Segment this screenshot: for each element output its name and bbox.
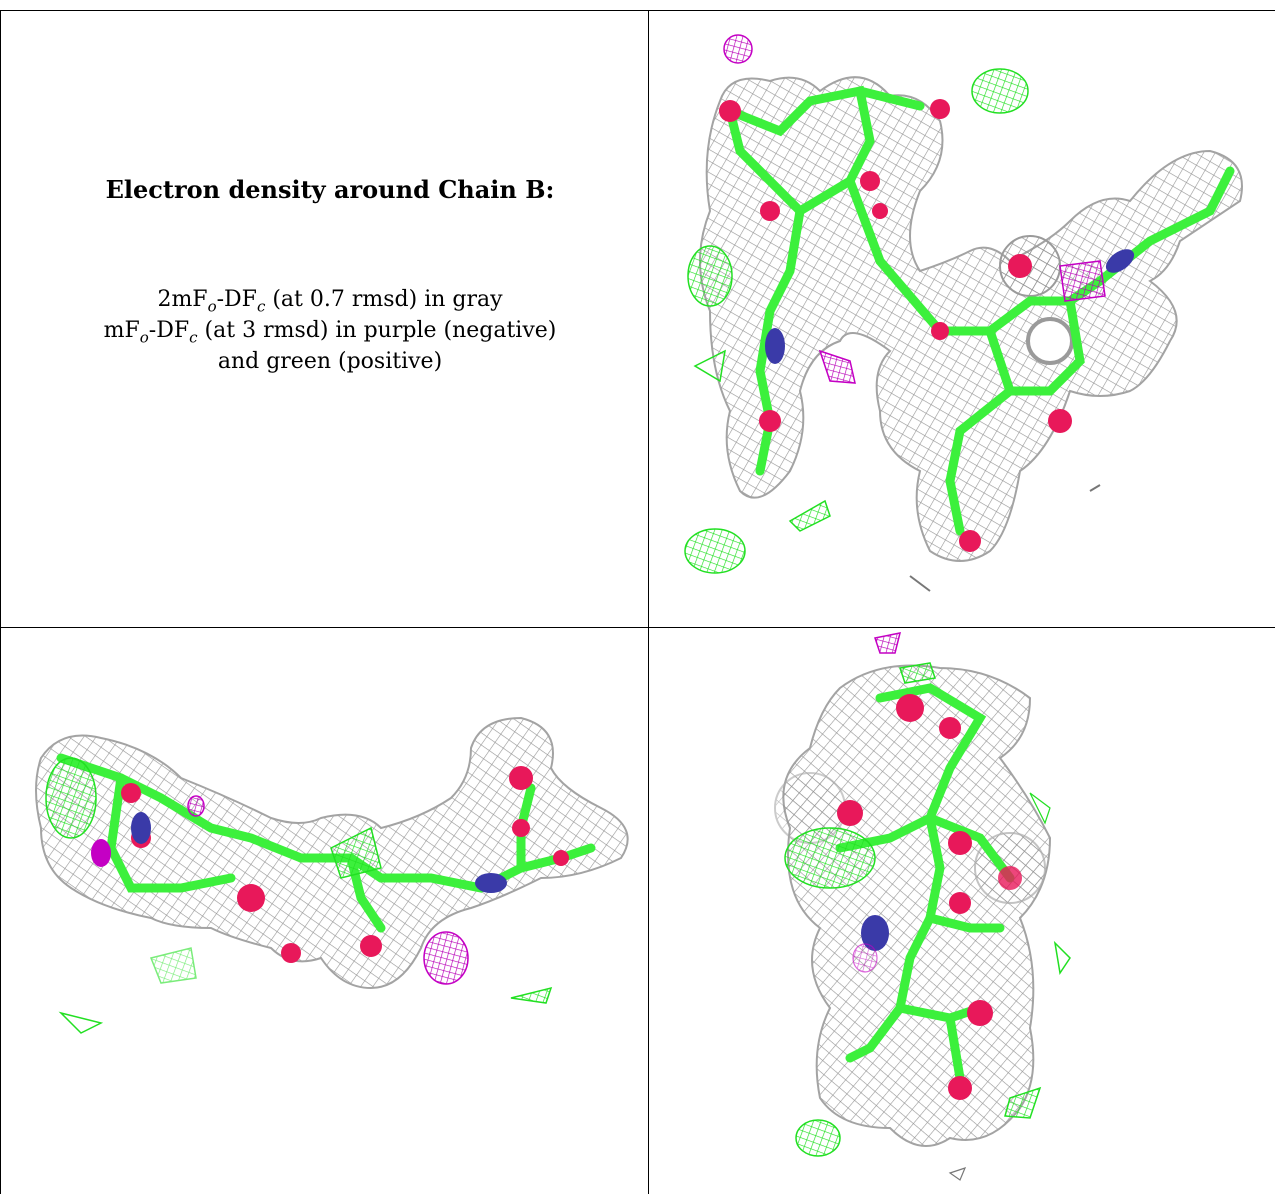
border-middle-horizontal xyxy=(0,627,1275,628)
border-top xyxy=(0,10,1275,11)
density-view-bottom-left xyxy=(1,628,647,1194)
density-view-top-right xyxy=(650,11,1275,626)
border-left xyxy=(0,10,1,1194)
legend-line-1: 2mFo-DFc (at 0.7 rmsd) in gray xyxy=(157,287,503,316)
electron-density-image-2 xyxy=(35,716,629,1034)
electron-density-image-1 xyxy=(684,34,1243,592)
legend-line-3: and green (positive) xyxy=(217,349,443,374)
electron-density-image-3 xyxy=(774,632,1071,1181)
legend-title: Electron density around Chain B: xyxy=(105,175,555,204)
legend-line-2: mFo-DFc (at 3 rmsd) in purple (negative) xyxy=(103,318,557,347)
density-view-bottom-right xyxy=(650,628,1275,1194)
border-middle-vertical xyxy=(648,10,649,1194)
